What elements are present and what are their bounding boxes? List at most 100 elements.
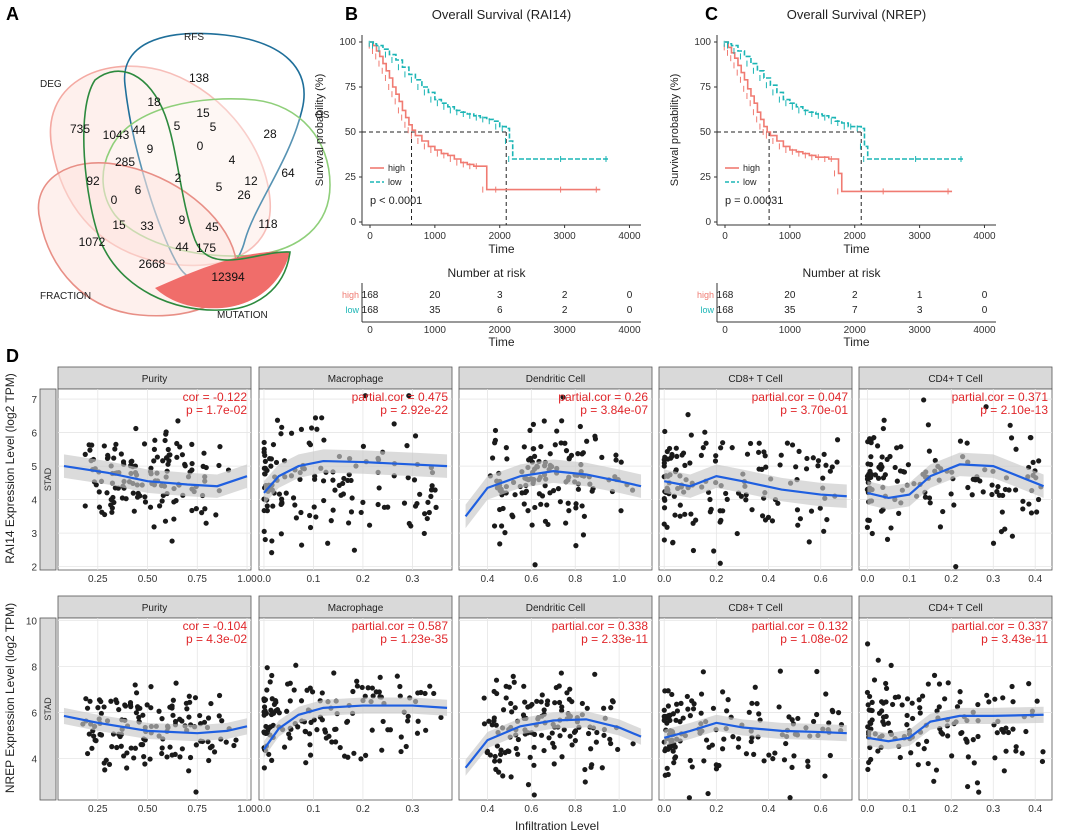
venn-count: 735 [70,122,90,136]
scatter-point [499,523,504,528]
scatter-point [743,497,748,502]
scatter-point [166,447,171,452]
scatter-point [917,705,922,710]
scatter-point [711,548,716,553]
scatter-point [601,706,606,711]
scatter-point [878,462,883,467]
scatter-point [981,489,986,494]
venn-count: 118 [258,217,277,231]
scatter-point [682,463,687,468]
scatter-point [193,789,198,794]
scatter-point [811,719,816,724]
scatter-point [377,485,382,490]
scatter-point [578,424,583,429]
scatter-point [563,520,568,525]
scatter-point [816,458,821,463]
scatter-point [510,514,515,519]
scatter-point [406,714,411,719]
scatter-point [949,491,954,496]
survival-ytick-label: 50 [345,127,357,138]
correlation-stat: cor = -0.104 [183,619,248,633]
scatter-point [718,561,723,566]
risk-xtick-label: 0 [722,325,728,336]
scatter-point [326,734,331,739]
scatter-point [573,543,578,548]
scatter-point [160,458,165,463]
scatter-point [417,492,422,497]
venn-count: 15 [112,218,126,232]
risk-value: 7 [852,305,858,316]
scatter-point [521,712,526,717]
scatter-point [580,701,585,706]
scatter-point [1034,509,1039,514]
scatter-point [1026,501,1031,506]
scatter-xtick-label: 1.0 [612,804,626,815]
scatter-point [374,689,379,694]
scatter-point [114,700,119,705]
scatter-point [720,440,725,445]
scatter-point [669,452,674,457]
scatter-point [691,548,696,553]
scatter-point [573,505,578,510]
scatter-point [522,699,527,704]
scatter-point [736,745,741,750]
survival-pvalue: p = 0.00031 [725,195,783,207]
risk-xtick-label: 0 [367,325,373,336]
venn-count: 285 [115,155,135,169]
scatter-ytick-label: 8 [31,662,37,673]
scatter-point [736,736,741,741]
scatter-point [588,746,593,751]
scatter-point [531,422,536,427]
scatter-point [151,458,156,463]
scatter-point [155,454,160,459]
scatter-point [269,758,274,763]
risk-value: 168 [717,305,734,316]
scatter-point [159,716,164,721]
scatter-point [116,707,121,712]
scatter-point [896,511,901,516]
scatter-point [338,745,343,750]
scatter-point [895,479,900,484]
scatter-point [777,704,782,709]
scatter-ytick-label: 3 [31,529,37,540]
scatter-point [583,779,588,784]
scatter-point [303,760,308,765]
scatter-point [531,446,536,451]
scatter-point [314,427,319,432]
venn-count: 44 [132,123,146,137]
venn-count: 12394 [211,270,245,284]
scatter-point [263,731,268,736]
scatter-point [152,438,157,443]
risk-row-label: high [697,290,714,300]
scatter-point [507,685,512,690]
scatter-point [180,746,185,751]
scatter-point [162,438,167,443]
survival-title: Overall Survival (NREP) [787,7,926,22]
scatter-point [345,719,350,724]
scatter-point [671,711,676,716]
scatter-point [552,745,557,750]
scatter-point [167,744,172,749]
risk-xlabel: Time [488,335,515,349]
scatter-point [151,524,156,529]
scatter-point [405,718,410,723]
risk-value: 1 [917,290,923,301]
scatter-point [145,702,150,707]
pvalue-stat: p = 3.43e-11 [981,632,1048,646]
facet-strip-label: Macrophage [328,374,384,385]
scatter-point [714,762,719,767]
scatter-point [795,523,800,528]
scatter-point [134,710,139,715]
scatter-point [500,773,505,778]
scatter-point [559,670,564,675]
correlation-stat: partial.cor = 0.371 [952,390,1049,404]
scatter-point [189,442,194,447]
scatter-point [217,693,222,698]
scatter-point [713,453,718,458]
scatter-point [121,459,126,464]
scatter-point [672,512,677,517]
scatter-xtick-label: 0.2 [709,804,723,815]
scatter-point [1003,487,1008,492]
scatter-point [135,495,140,500]
scatter-point [581,532,586,537]
